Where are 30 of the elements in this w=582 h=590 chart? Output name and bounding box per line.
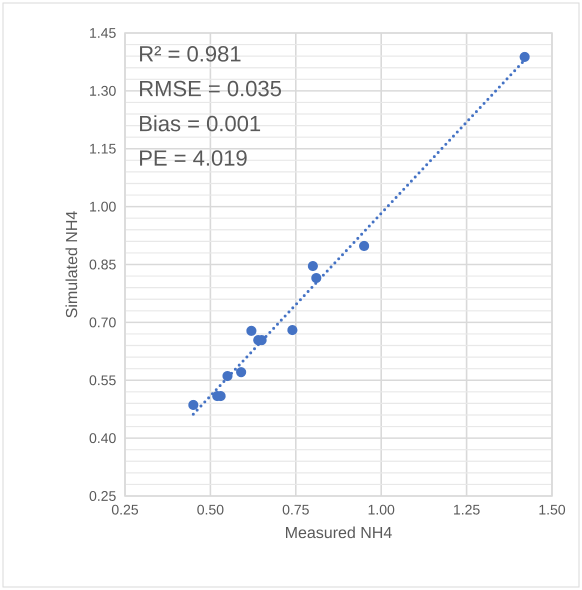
point [520,52,530,62]
y-tick-label: 0.70 [90,317,116,328]
point [188,400,198,410]
x-tick-label: 0.25 [112,504,138,515]
y-tick-label: 1.45 [90,28,116,38]
annotation: Bias = 0.001 [140,115,260,132]
y-tick-label: 1.30 [90,86,116,96]
y-tick-label: 1.00 [90,202,116,212]
x-tick-label: 0.50 [197,504,224,515]
point [308,260,318,272]
point [359,240,370,252]
y-tick-label: 0.85 [90,260,116,270]
x-tick-label: 1.25 [454,504,480,515]
point [222,370,233,382]
annotation: R² = 0.981 [140,46,240,62]
y-tick-label: 1.15 [90,144,116,154]
y-tick-label: 0.40 [90,433,116,444]
x-tick-label: 1.50 [539,504,566,515]
x-axis-title: Measured NH4 [286,526,392,538]
point [311,272,322,284]
x-tick-label: 1.00 [368,504,394,515]
annotation: RMSE = 0.035 [140,80,281,96]
annotation: PE = 4.019 [140,150,247,166]
x-tick-label: 0.75 [282,504,309,515]
point [246,326,256,336]
y-axis-title: Simulated NH4 [65,211,78,318]
point [287,325,298,336]
y-tick-label: 0.25 [90,491,116,501]
point [236,367,246,378]
y-tick-label: 0.55 [90,375,116,386]
